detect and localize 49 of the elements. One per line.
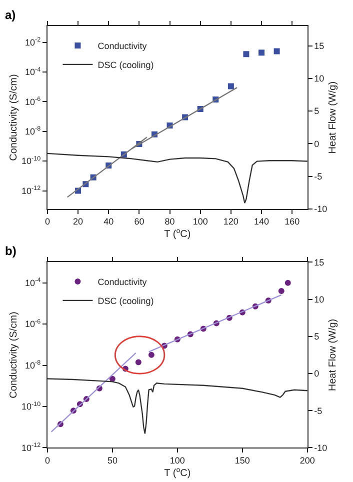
y2-tick-label: -10 [314, 204, 328, 214]
x-axis-title: T ($^{o}$C) [164, 228, 191, 240]
y2-tick-label: -10 [314, 442, 328, 453]
y2-tick-label: 0 [314, 138, 320, 149]
text: a) [5, 8, 16, 22]
x-tick-label: 50 [107, 456, 118, 466]
y2-tick-label: 0 [314, 368, 320, 379]
x-tick-label: 60 [134, 216, 144, 227]
x-tick-label: 80 [164, 216, 175, 227]
y-tick-label: 10$^{-6}$ [25, 318, 42, 330]
y2-tick-label: 10 [314, 74, 324, 84]
x-tick-label: 160 [284, 216, 300, 227]
x-tick-label: 200 [300, 456, 315, 466]
y-tick-label: 10$^{-10}$ [22, 400, 42, 412]
legend-label: Conductivity [98, 276, 148, 287]
legend-label: DSC (cooling) [98, 60, 154, 70]
x-tick-label: 20 [73, 216, 84, 227]
y-tick-label: 10$^{-4}$ [25, 277, 42, 288]
y-tick-label: 10$^{-12}$ [22, 185, 42, 196]
y2-tick-label: 10 [314, 294, 324, 304]
x-axis-title: T ($^{o}$C) [164, 466, 191, 480]
x-tick-label: 140 [254, 216, 270, 227]
y2-tick-label: -5 [314, 406, 322, 416]
y2-axis-title: Heat Flow (W/g) [328, 81, 339, 154]
y2-tick-label: 15 [314, 257, 324, 268]
y-tick-label: 10$^{-12}$ [22, 442, 42, 453]
y2-tick-label: 15 [314, 40, 324, 51]
y2-axis-title: Heat Flow (W/g) [328, 318, 339, 392]
y-tick-label: 10$^{-2}$ [25, 36, 42, 48]
x-tick-label: 150 [234, 456, 250, 466]
y-tick-label: 10$^{-6}$ [25, 96, 42, 107]
y-tick-label: 10$^{-8}$ [25, 360, 42, 370]
y-axis-title: Conductivity (S/cm) [8, 74, 20, 161]
y-tick-label: 10$^{-4}$ [25, 66, 42, 78]
y-tick-label: 10$^{-10}$ [22, 155, 42, 166]
x-tick-label: 0 [44, 216, 50, 227]
y2-tick-label: 5 [314, 106, 320, 116]
x-tick-label: 0 [44, 456, 50, 466]
x-tick-label: 120 [223, 216, 238, 227]
x-tick-label: 40 [104, 216, 114, 227]
y-tick-label: 10$^{-8}$ [25, 126, 42, 137]
text: b) [5, 244, 16, 258]
y2-tick-label: 5 [314, 332, 320, 342]
x-tick-label: 100 [192, 216, 208, 227]
legend-label: DSC (cooling) [98, 296, 154, 306]
y2-tick-label: -5 [314, 171, 322, 182]
y-axis-title: Conductivity (S/cm) [8, 312, 20, 398]
legend-label: Conductivity [98, 40, 148, 51]
x-tick-label: 100 [170, 456, 185, 466]
